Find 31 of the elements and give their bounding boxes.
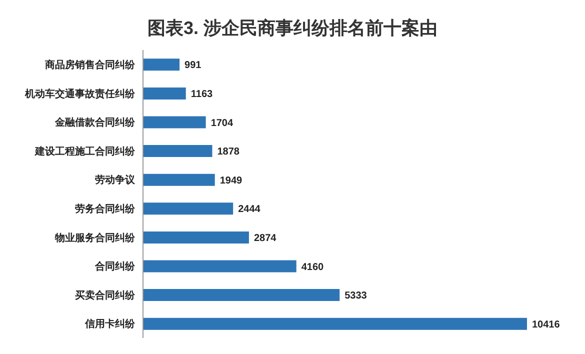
data-label: 10416 [532,319,560,330]
data-label: 991 [184,60,202,72]
chart-title: 图表3. 涉企民商事纠纷排名前十案由 [146,17,438,40]
data-label: 1949 [220,175,243,186]
y-tick-label: 商品房销售合同纠纷 [44,58,136,71]
data-label: 5333 [344,290,368,302]
bar [143,58,180,71]
data-label: 1878 [217,146,240,158]
bar [143,145,212,158]
data-label: 4160 [301,262,324,273]
y-tick-label: 物业服务合同纠纷 [54,232,136,244]
data-label: 1704 [210,118,234,129]
data-label: 1163 [190,88,214,100]
y-tick-label: 买卖合同纠纷 [75,289,136,302]
y-tick-label: 劳务合同纠纷 [75,202,136,215]
data-label: 2874 [254,232,277,244]
bar [143,87,186,100]
bar [143,289,340,302]
y-tick-label: 劳动争议 [95,174,136,186]
bar [143,116,206,128]
y-tick-label: 建设工程施工合同纠纷 [34,145,136,158]
y-tick-label: 信用卡纠纷 [84,318,136,330]
bar [143,174,215,186]
y-tick-label: 金融借款合同纠纷 [54,116,136,129]
y-tick-label: 合同纠纷 [94,260,136,273]
data-label: 2444 [238,204,261,216]
bar [143,231,249,244]
bar [143,260,296,272]
bar [143,202,234,215]
y-tick-label: 机动车交通事故责任纠纷 [24,88,136,100]
bar [143,318,527,330]
